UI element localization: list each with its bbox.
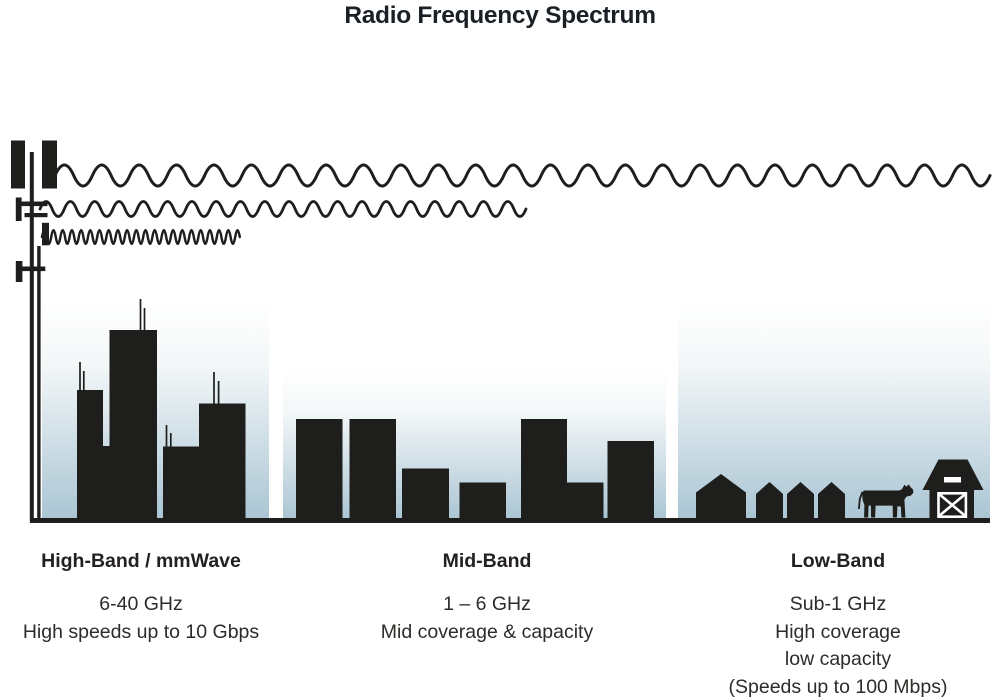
town-buildings-icon [296, 419, 654, 522]
cow-icon [858, 484, 914, 518]
barn-loft-vent [944, 477, 961, 483]
band-detail: Sub-1 GHz [789, 593, 887, 616]
city-skyline-icon [77, 299, 246, 522]
band-detail: 6-40 GHz [99, 593, 183, 616]
house-icon [818, 482, 845, 522]
building [77, 390, 103, 522]
radio-waves-group [38, 163, 992, 245]
barn-icon [922, 459, 984, 522]
band-detail: low capacity [784, 648, 892, 671]
band-heading: High-Band / mmWave [41, 550, 241, 572]
band-label-low-band: Low-Band Sub-1 GHz High coverage low cap… [702, 548, 974, 700]
rooftop-antennas [79, 299, 220, 447]
band-detail: (Speeds up to 100 Mbps) [728, 675, 948, 698]
long-wavelength-wave-icon [53, 163, 992, 188]
barn-door-crossbuck [938, 493, 966, 517]
building [402, 468, 449, 522]
short-wavelength-wave-icon [40, 229, 241, 245]
band-detail: High speeds up to 10 Gbps [22, 620, 260, 643]
band-heading: Low-Band [790, 550, 886, 572]
band-detail: 1 – 6 GHz [443, 593, 531, 616]
page-title: Radio Frequency Spectrum [344, 2, 656, 29]
building [163, 446, 199, 522]
house-icon [787, 482, 814, 522]
building [199, 403, 246, 522]
building [103, 446, 110, 522]
band-detail: Mid coverage & capacity [380, 620, 594, 643]
house-icon [756, 482, 783, 522]
rural-scene-icon [696, 459, 984, 522]
band-label-mid-band: Mid-Band 1 – 6 GHz Mid coverage & capaci… [368, 548, 606, 646]
band-label-high-band: High-Band / mmWave 6-40 GHz High speeds … [22, 548, 260, 646]
band-heading: Mid-Band [442, 550, 532, 572]
building [567, 482, 604, 522]
medium-wavelength-wave-icon [38, 200, 528, 218]
house-icon [696, 474, 746, 522]
building [607, 441, 654, 522]
ground-line [30, 518, 990, 523]
building [109, 330, 157, 522]
building [459, 482, 506, 522]
building [296, 419, 343, 522]
band-detail: High coverage [775, 620, 901, 643]
building [521, 419, 567, 522]
building [349, 419, 396, 522]
